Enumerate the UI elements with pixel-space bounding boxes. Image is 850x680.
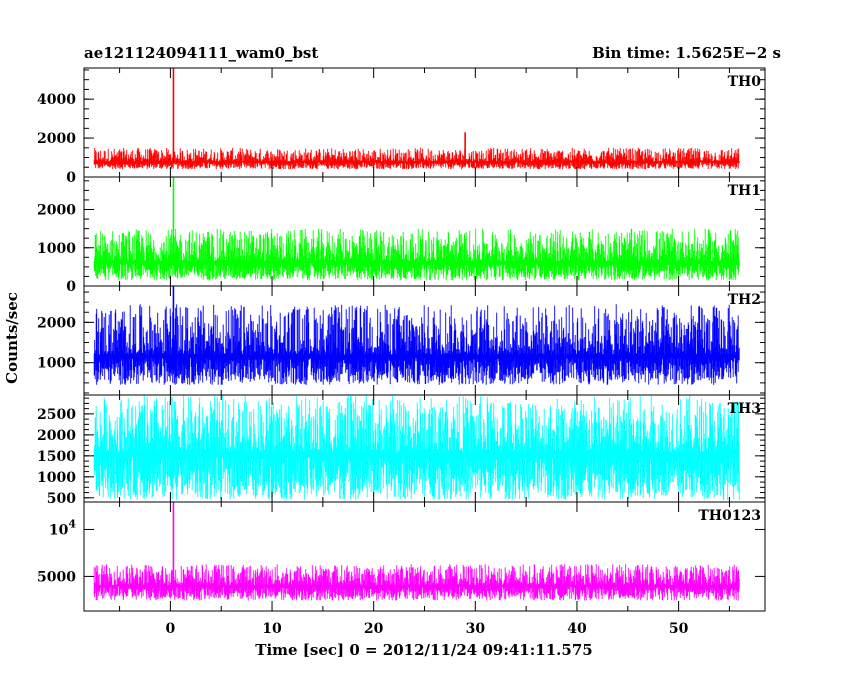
series-th0123	[93, 564, 740, 601]
series-th1	[93, 228, 740, 281]
x-tick-label: 50	[669, 621, 689, 637]
y-tick-label: 0	[66, 279, 76, 295]
y-tick-label: 2500	[37, 407, 76, 423]
x-tick-label: 0	[166, 621, 176, 637]
y-tick-label: 0	[66, 170, 76, 186]
y-axis-label: Counts/sec	[3, 292, 21, 384]
x-tick-label: 40	[567, 621, 587, 637]
x-tick-label: 10	[262, 621, 282, 637]
y-tick-label: 2000	[37, 428, 76, 444]
y-tick-label: 500	[47, 491, 76, 507]
x-axis-label: Time [sec] 0 = 2012/11/24 09:41:11.575	[255, 641, 592, 659]
y-tick-label: 2000	[37, 315, 76, 331]
y-tick-label: 2000	[37, 131, 76, 147]
panels-group: 020004000TH0010002000TH110002000TH250010…	[37, 67, 766, 637]
y-tick-label: 5000	[37, 569, 76, 585]
series-th2	[93, 304, 740, 385]
panel-label-th2: TH2	[728, 292, 761, 308]
chart-title-left: ae121124094111_wam0_bst	[84, 44, 318, 62]
x-tick-label: 30	[466, 621, 486, 637]
y-tick-label: 104	[49, 517, 76, 538]
panel-label-th0123: TH0123	[698, 508, 761, 524]
panel-label-th1: TH1	[728, 183, 761, 199]
chart-title-right: Bin time: 1.5625E−2 s	[592, 44, 781, 62]
y-tick-label: 1000	[37, 356, 76, 372]
y-tick-label: 1000	[37, 241, 76, 257]
y-tick-label: 2000	[37, 203, 76, 219]
panel-label-th0: TH0	[728, 74, 762, 90]
series-th3	[93, 395, 740, 500]
y-tick-label: 1000	[37, 470, 76, 486]
y-tick-label: 4000	[37, 92, 76, 108]
y-tick-label: 1500	[37, 449, 76, 465]
panel-label-th3: TH3	[728, 401, 761, 417]
series-th0	[93, 147, 740, 170]
x-tick-label: 20	[364, 621, 384, 637]
